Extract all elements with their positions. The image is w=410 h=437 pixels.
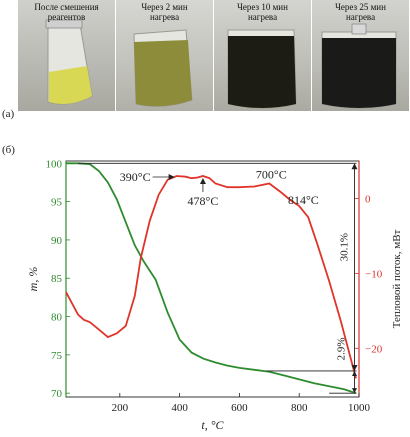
vial-image — [227, 29, 297, 109]
y-left-tick-label: 90 — [51, 235, 63, 247]
y-right-tick-label: 0 — [365, 193, 371, 205]
vial-liquid — [322, 38, 396, 108]
heat-flow-curve — [65, 175, 357, 379]
annotation-2-9-percent: 2.9% — [336, 337, 348, 360]
y-right-tick-label: −10 — [365, 268, 383, 280]
vial-liquid — [134, 40, 192, 107]
panel-b-label: (б) — [2, 144, 15, 156]
y-left-tick-label: 95 — [51, 197, 63, 209]
arrowhead — [352, 388, 358, 394]
photo-after-mixing: После смешения реагентов — [18, 0, 115, 111]
y-left-tick-label: 80 — [51, 312, 63, 324]
annotation-814: 814°C — [288, 193, 319, 207]
photo-25-min: Через 25 мин нагрева — [312, 0, 409, 111]
photo-10-min: Через 10 мин нагрева — [214, 0, 311, 111]
photo-2-min: Через 2 мин нагрева — [116, 0, 213, 111]
y-left-tick-label: 70 — [51, 388, 63, 400]
x-tick-label: 600 — [231, 402, 248, 414]
vial-image — [321, 23, 397, 109]
y-left-tick-label: 75 — [51, 350, 63, 362]
tga-dsc-chart: 200 400 600 800 10007075808590951000−10−20t,… — [26, 158, 403, 432]
photo-caption: Через 25 мин нагрева — [335, 2, 386, 22]
vial-image — [45, 19, 93, 105]
photo-caption: Через 10 мин нагрева — [237, 2, 288, 22]
arrowhead — [168, 173, 175, 180]
photo-caption: После смешения реагентов — [34, 2, 99, 22]
y-left-axis-label: m, % — [26, 267, 40, 292]
y-left-tick-label: 85 — [51, 273, 63, 285]
photo-caption: Через 2 мин нагрева — [141, 2, 188, 22]
vial-liquid — [228, 36, 296, 108]
x-axis-label: t, °C — [201, 418, 224, 432]
arrowhead — [351, 364, 358, 371]
arrowhead — [352, 370, 358, 376]
annotation-478: 478°C — [188, 194, 219, 208]
annotation-390: 390°C — [120, 170, 151, 184]
x-tick-label: 800 — [291, 402, 308, 414]
panel-a-label: (а) — [2, 108, 15, 120]
annotation-30-1-percent: 30.1% — [339, 233, 351, 261]
y-left-tick-label: 100 — [46, 158, 63, 170]
annotation-700: 700°C — [256, 167, 287, 181]
x-tick-label: 200 — [112, 402, 129, 414]
arrowhead — [351, 163, 358, 170]
y-right-tick-label: −20 — [365, 343, 383, 355]
vial-liquid — [49, 66, 92, 104]
arrowhead — [199, 177, 206, 184]
photo-strip: После смешения реагентов Через 2 мин нагре… — [18, 0, 410, 111]
mass-curve — [66, 162, 357, 395]
vial-image — [133, 29, 193, 107]
y-right-axis-label: Тепловой поток, мВт — [391, 229, 403, 328]
x-tick-label: 400 — [171, 402, 188, 414]
x-tick-label: 1000 — [348, 402, 371, 414]
